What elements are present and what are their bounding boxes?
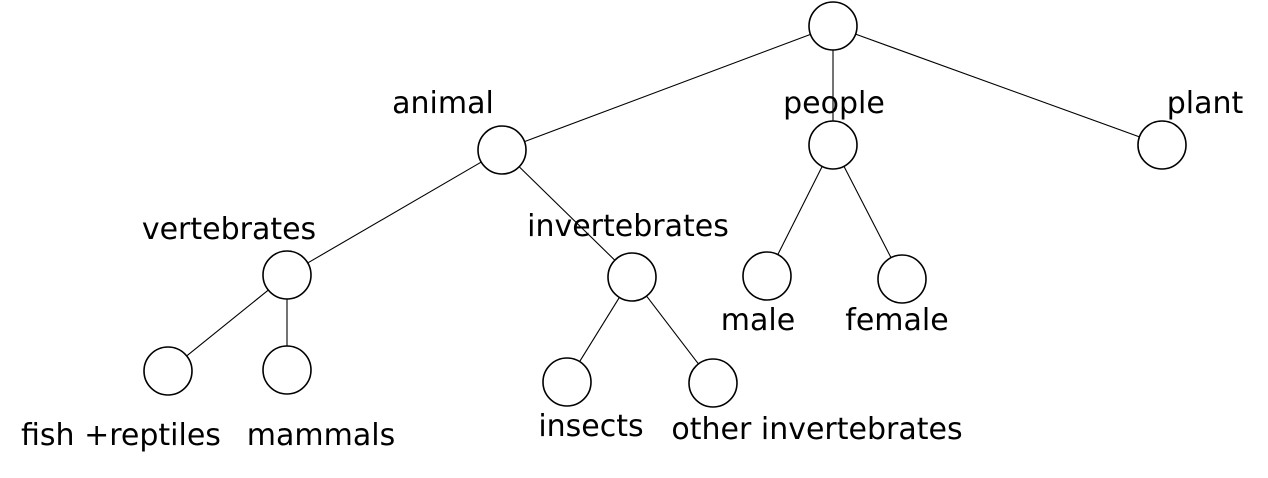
label-male: male: [721, 303, 795, 338]
node-insects: [542, 357, 592, 407]
node-animal: [477, 125, 527, 175]
label-vertebrates: vertebrates: [142, 212, 316, 247]
node-invertebrates: [607, 252, 657, 302]
label-other: other invertebrates: [671, 412, 962, 447]
label-people: people: [783, 86, 885, 121]
label-fish: fish +reptiles: [21, 418, 221, 453]
node-female: [877, 254, 927, 304]
edge-vertebrates-fish: [186, 289, 269, 357]
edge-root-plant: [855, 33, 1140, 138]
edge-animal-invertebrates: [518, 166, 616, 261]
nodes-layer: [143, 1, 1187, 408]
label-animal: animal: [392, 86, 494, 121]
edge-animal-vertebrates: [307, 161, 482, 264]
edges-layer: [186, 33, 1140, 365]
edge-people-female: [843, 166, 892, 258]
edge-root-animal: [524, 33, 811, 143]
label-invertebrates: invertebrates: [527, 209, 729, 244]
label-insects: insects: [538, 409, 643, 444]
edge-people-male: [777, 166, 823, 255]
node-plant: [1137, 120, 1187, 170]
node-vertebrates: [262, 250, 312, 300]
node-fish: [143, 346, 193, 396]
node-people: [808, 120, 858, 170]
label-female: female: [845, 303, 948, 338]
node-male: [742, 251, 792, 301]
node-mammals: [262, 345, 312, 395]
edge-invertebrates-insects: [579, 297, 620, 362]
labels-layer: animal people plant vertebrates invertebrate…: [21, 86, 1243, 453]
node-other: [688, 358, 738, 408]
label-plant: plant: [1167, 86, 1244, 121]
node-root: [808, 1, 858, 51]
edge-invertebrates-other: [646, 295, 699, 365]
label-mammals: mammals: [247, 418, 395, 453]
